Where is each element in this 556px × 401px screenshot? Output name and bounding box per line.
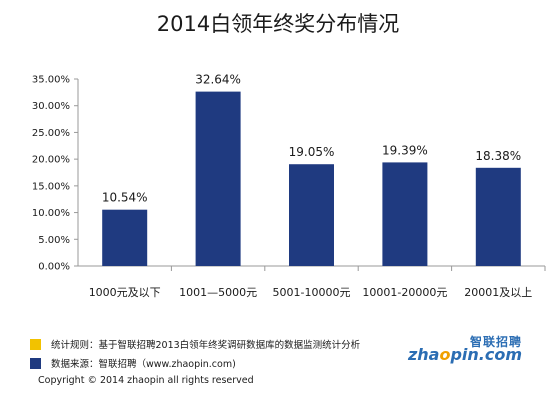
logo-en-o: o — [439, 345, 451, 364]
x-tick-label: 1001—5000元 — [179, 286, 257, 299]
y-tick-label: 30.00% — [32, 101, 70, 112]
bar — [289, 164, 334, 266]
data-label: 18.38% — [475, 149, 521, 163]
zhaopin-logo: 智联招聘 zhaopin.com — [408, 333, 522, 367]
bar — [195, 91, 241, 266]
source-note: 数据来源：智联招聘（www.zhaopin.com) — [30, 356, 236, 370]
y-tick-label: 35.00% — [32, 75, 70, 86]
x-tick-label: 20001及以上 — [464, 286, 532, 299]
y-tick-label: 5.00% — [38, 235, 70, 246]
data-label: 19.05% — [289, 145, 335, 159]
legend-square-blue-icon — [30, 357, 41, 369]
data-label: 10.54% — [102, 191, 148, 205]
rule-text: 统计规则：基于智联招聘2013白领年终奖调研数据库的数据监测统计分析 — [51, 340, 361, 351]
x-tick-label: 10001-20000元 — [362, 286, 447, 299]
logo-english: zhaopin.com — [408, 345, 522, 364]
y-tick-label: 10.00% — [32, 208, 70, 219]
y-tick-label: 25.00% — [32, 128, 70, 139]
y-tick-label: 20.00% — [32, 155, 70, 166]
logo-en-part2: pin.com — [450, 345, 522, 364]
x-tick-label: 1000元及以下 — [89, 286, 161, 299]
legend-square-yellow-icon — [30, 338, 41, 350]
bar — [382, 162, 428, 266]
bar — [102, 209, 148, 266]
data-label: 19.39% — [382, 143, 428, 157]
x-tick-label: 5001-10000元 — [273, 286, 351, 299]
y-tick-label: 0.00% — [38, 262, 70, 273]
logo-en-part1: zha — [407, 345, 440, 364]
chart-title: 2014白领年终奖分布情况 — [156, 12, 400, 36]
y-tick-label: 15.00% — [32, 181, 70, 192]
data-label: 32.64% — [195, 73, 241, 87]
logo-chinese: 智联招聘 — [469, 335, 522, 349]
source-text: 数据来源：智联招聘（www.zhaopin.com) — [51, 359, 236, 370]
bar — [475, 167, 521, 266]
copyright: Copyright © 2014 zhaopin all rights rese… — [38, 375, 254, 386]
rule-note: 统计规则：基于智联招聘2013白领年终奖调研数据库的数据监测统计分析 — [30, 337, 360, 351]
